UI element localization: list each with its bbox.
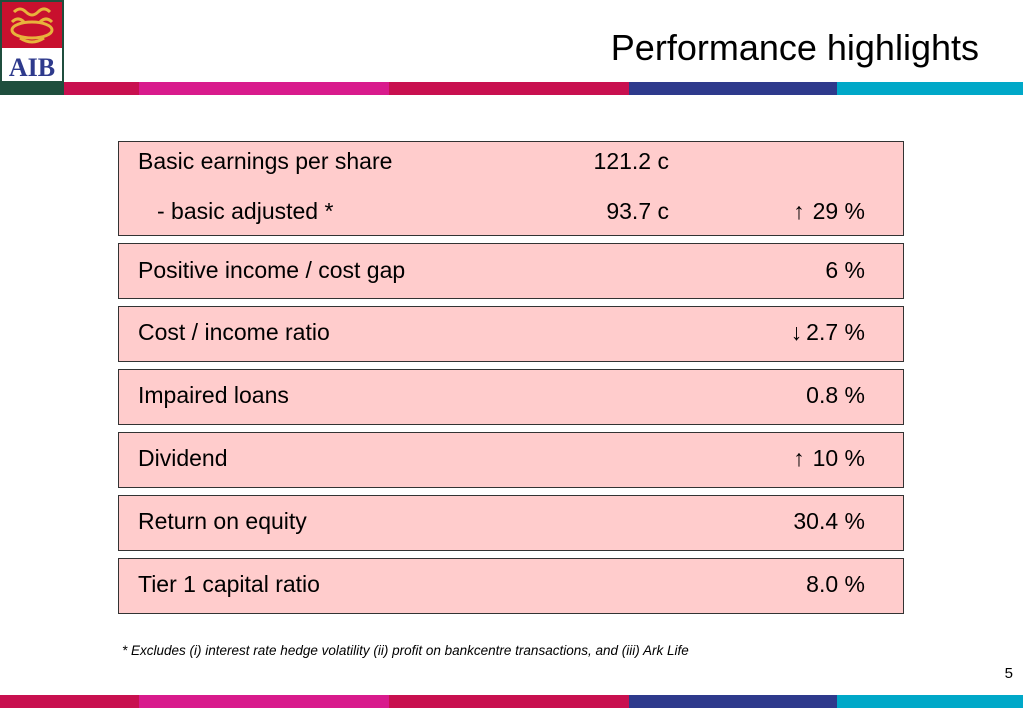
metric-box-tier1-capital: Tier 1 capital ratio 8.0 % — [118, 558, 904, 614]
stripe-segment — [389, 82, 629, 95]
arrow-down-icon: ↓ — [790, 319, 803, 345]
stripe-segment — [629, 695, 837, 708]
metric-label: - basic adjusted * — [157, 198, 334, 224]
metric-change: ↓ 2.7 % — [791, 317, 865, 347]
metric-label: Cost / income ratio — [138, 319, 330, 345]
page-title: Performance highlights — [610, 27, 979, 68]
metric-change-value: 6 % — [825, 257, 865, 283]
metric-change-value: 8.0 % — [806, 571, 865, 597]
stripe-segment — [837, 82, 1023, 95]
arrow-up-icon: ↑ — [793, 198, 805, 224]
metric-change-value: 29 % — [812, 198, 865, 224]
footnote: * Excludes (i) interest rate hedge volat… — [122, 643, 689, 658]
metric-box-eps: Basic earnings per share 121.2 c - basic… — [118, 141, 904, 236]
stripe-segment — [64, 82, 139, 95]
metric-change-value: 30.4 % — [793, 508, 865, 534]
metric-label: Positive income / cost gap — [138, 257, 406, 283]
page-number: 5 — [1004, 665, 1013, 682]
arrow-up-icon: ↑ — [793, 445, 805, 471]
metric-label: Basic earnings per share — [138, 148, 393, 174]
metric-change-value: 2.7 % — [806, 319, 865, 345]
stripe-segment — [139, 82, 389, 95]
metric-box-impaired-loans: Impaired loans 0.8 % — [118, 369, 904, 425]
metric-value: 93.7 c — [606, 198, 669, 224]
metric-change: ↑ 29 % — [793, 196, 865, 226]
metric-box-income-cost-gap: Positive income / cost gap 6 % — [118, 243, 904, 299]
metric-row: Positive income / cost gap 6 % — [119, 255, 903, 285]
stripe-segment — [629, 82, 837, 95]
metric-box-cost-income-ratio: Cost / income ratio ↓ 2.7 % — [118, 306, 904, 362]
stripe-segment — [837, 695, 1023, 708]
stripe-segment — [139, 695, 389, 708]
metric-change: ↑ 10 % — [793, 443, 865, 473]
header-stripe — [64, 82, 1023, 95]
metric-label: Tier 1 capital ratio — [138, 571, 320, 597]
logo-text: AIB — [9, 53, 55, 82]
aib-logo: AIB — [0, 0, 64, 95]
metric-box-return-on-equity: Return on equity 30.4 % — [118, 495, 904, 551]
metric-row: Return on equity 30.4 % — [119, 506, 903, 536]
footer-stripe — [0, 695, 1023, 708]
metric-change-value: 10 % — [812, 445, 865, 471]
metric-row: Cost / income ratio ↓ 2.7 % — [119, 317, 903, 347]
metric-label: Impaired loans — [138, 382, 289, 408]
metric-row: Tier 1 capital ratio 8.0 % — [119, 569, 903, 599]
aib-logo-mark: AIB — [2, 2, 62, 82]
stripe-segment — [0, 695, 139, 708]
metric-row: Impaired loans 0.8 % — [119, 380, 903, 410]
metric-value: 121.2 c — [593, 148, 669, 174]
metric-row: - basic adjusted * 93.7 c ↑ 29 % — [119, 196, 903, 226]
metric-label: Return on equity — [138, 508, 307, 534]
stripe-segment — [389, 695, 629, 708]
metric-label: Dividend — [138, 445, 228, 471]
metric-row: Dividend ↑ 10 % — [119, 443, 903, 473]
metric-row: Basic earnings per share 121.2 c — [119, 146, 903, 176]
metric-change-value: 0.8 % — [806, 382, 865, 408]
metric-box-dividend: Dividend ↑ 10 % — [118, 432, 904, 488]
